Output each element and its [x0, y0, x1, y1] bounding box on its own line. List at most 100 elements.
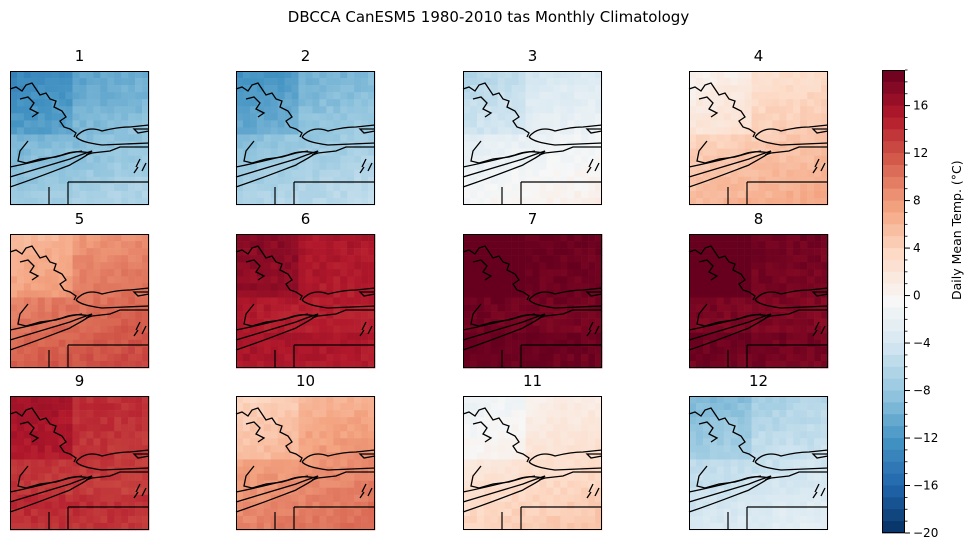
grid-cell — [37, 304, 46, 312]
grid-cell — [737, 78, 745, 86]
grid-cell — [44, 241, 52, 249]
grid-cell — [737, 113, 745, 121]
grid-cell — [800, 360, 808, 369]
grid-cell — [312, 438, 320, 446]
grid-cell — [58, 248, 66, 256]
grid-cell — [595, 92, 603, 100]
grid-cell — [793, 113, 801, 121]
grid-cell — [581, 438, 589, 446]
colorbar-tick-label: 8 — [913, 194, 921, 208]
grid-cell — [277, 403, 285, 411]
grid-cell — [326, 234, 334, 242]
grid-cell — [546, 190, 554, 199]
grid-cell — [368, 155, 376, 163]
grid-cell — [305, 141, 313, 149]
grid-cell — [702, 134, 711, 142]
grid-cell — [256, 71, 265, 79]
grid-cell — [490, 431, 499, 439]
grid-cell — [86, 241, 94, 249]
grid-cell — [553, 424, 561, 432]
grid-cell — [93, 162, 101, 171]
grid-cell — [305, 99, 313, 107]
grid-cell — [361, 269, 369, 277]
grid-cell — [581, 480, 589, 488]
grid-cell — [581, 410, 589, 418]
grid-cell — [93, 106, 101, 114]
grid-cell — [347, 148, 355, 156]
grid-cell — [504, 325, 512, 334]
grid-cell — [709, 276, 718, 284]
grid-cell — [525, 304, 533, 312]
grid-cell — [291, 360, 299, 369]
grid-cell — [476, 71, 485, 79]
grid-cell — [326, 339, 334, 348]
grid-cell — [702, 297, 711, 305]
grid-cell — [30, 190, 39, 199]
grid-cell — [744, 339, 752, 348]
grid-cell — [44, 396, 52, 404]
grid-cell — [37, 346, 46, 355]
grid-cell — [518, 325, 526, 334]
grid-cell — [100, 162, 108, 171]
grid-cell — [518, 141, 526, 149]
grid-cell — [723, 241, 731, 249]
grid-cell — [469, 190, 478, 199]
grid-cell — [751, 134, 759, 142]
coastline — [9, 407, 77, 463]
grid-cell — [347, 360, 355, 369]
grid-cell — [737, 148, 745, 156]
grid-cell — [511, 487, 519, 496]
coastline — [133, 321, 147, 337]
grid-cell — [716, 162, 725, 171]
grid-cell — [100, 417, 108, 425]
grid-cell — [305, 438, 313, 446]
grid-cell — [354, 396, 362, 404]
grid-cell — [800, 234, 808, 242]
grid-cell — [702, 445, 711, 453]
grid-cell — [361, 155, 369, 163]
grid-cell — [463, 417, 471, 425]
grid-cell — [553, 346, 561, 355]
grid-cell — [291, 403, 299, 411]
grid-cell — [772, 120, 780, 128]
grid-cell — [30, 120, 39, 128]
grid-cell — [135, 396, 143, 404]
grid-cell — [581, 417, 589, 425]
grid-cell — [23, 99, 32, 107]
grid-cell — [333, 501, 341, 510]
grid-cell — [689, 339, 697, 348]
grid-cell — [249, 269, 258, 277]
grid-cell — [277, 318, 285, 326]
grid-cell — [744, 92, 752, 100]
grid-cell — [511, 176, 519, 185]
grid-cell — [807, 459, 815, 467]
grid-cell — [595, 141, 603, 149]
grid-cell — [483, 197, 492, 206]
coastline — [133, 483, 147, 499]
grid-cell — [814, 85, 822, 93]
grid-cell — [263, 248, 272, 256]
grid-cell — [504, 162, 512, 171]
grid-cell — [476, 431, 485, 439]
grid-cell — [333, 445, 341, 453]
grid-cell — [779, 241, 787, 249]
grid-cell — [333, 473, 341, 481]
grid-cell — [319, 403, 327, 411]
grid-cell — [249, 234, 258, 242]
grid-cell — [744, 332, 752, 341]
grid-cell — [114, 515, 122, 524]
grid-cell — [114, 410, 122, 418]
grid-cell — [37, 396, 46, 404]
grid-cell — [581, 176, 589, 185]
grid-cell — [256, 283, 265, 291]
grid-cell — [469, 127, 478, 135]
grid-cell — [511, 494, 519, 503]
grid-cell — [730, 120, 738, 128]
grid-cell — [504, 311, 512, 319]
grid-cell — [326, 438, 334, 446]
grid-cell — [546, 424, 554, 432]
grid-cell — [10, 438, 18, 446]
grid-cell — [340, 255, 348, 263]
grid-cell — [142, 92, 150, 100]
grid-cell — [30, 304, 39, 312]
